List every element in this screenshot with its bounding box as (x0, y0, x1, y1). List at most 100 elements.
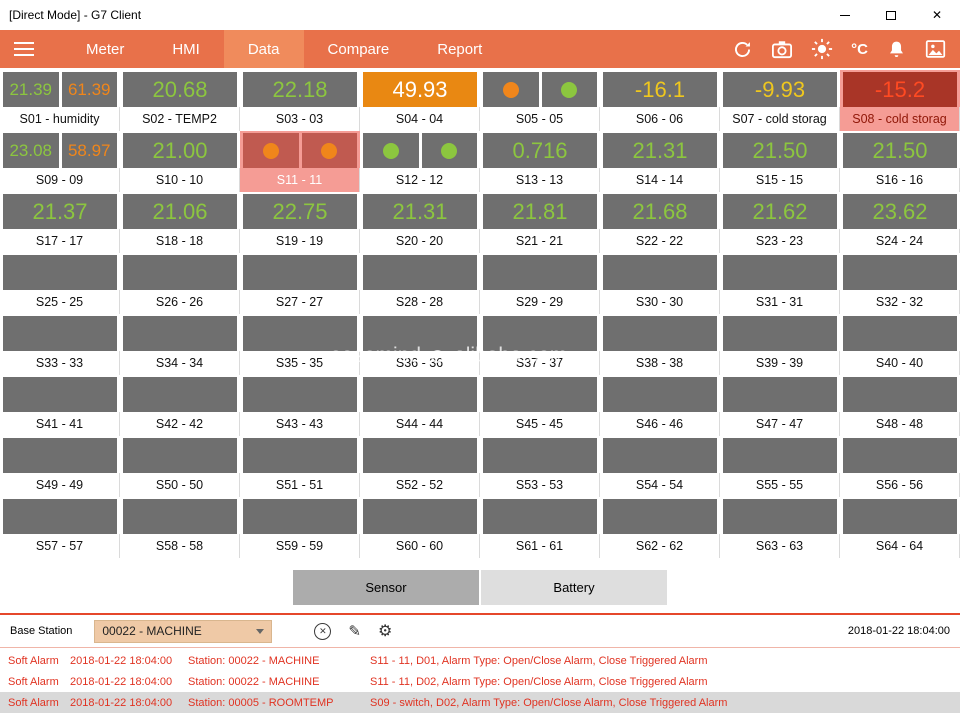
sensor-tile-s60[interactable]: S60 - 60 (360, 497, 480, 558)
sensor-tile-s49[interactable]: S49 - 49 (0, 436, 120, 497)
value-box-row (240, 497, 360, 534)
settings-button[interactable]: ⚙ (378, 621, 392, 641)
sensor-tile-s47[interactable]: S47 - 47 (720, 375, 840, 436)
sensor-tile-s39[interactable]: S39 - 39 (720, 314, 840, 375)
celsius-label[interactable]: °C (851, 40, 868, 58)
sensor-tile-s02[interactable]: 20.68 S02 - TEMP2 (120, 70, 240, 131)
alarm-row[interactable]: Soft Alarm 2018-01-22 18:04:00 Station: 00… (0, 671, 960, 692)
sensor-label: S06 - 06 (600, 107, 720, 131)
sensor-tile-s14[interactable]: 21.31 S14 - 14 (600, 131, 720, 192)
sensor-tile-s13[interactable]: 0.716 S13 - 13 (480, 131, 600, 192)
sensor-tile-s15[interactable]: 21.50 S15 - 15 (720, 131, 840, 192)
sensor-tile-s19[interactable]: 22.75 S19 - 19 (240, 192, 360, 253)
sensor-tile-s51[interactable]: S51 - 51 (240, 436, 360, 497)
maximize-button[interactable] (868, 0, 914, 30)
sensor-tile-s44[interactable]: S44 - 44 (360, 375, 480, 436)
sensor-tile-s61[interactable]: S61 - 61 (480, 497, 600, 558)
menu-button[interactable] (0, 30, 48, 68)
sensor-value: 0.716 (512, 137, 568, 163)
sensor-tile-s23[interactable]: 21.62 S23 - 23 (720, 192, 840, 253)
sensor-tile-s06[interactable]: -16.1 S06 - 06 (600, 70, 720, 131)
sensor-tile-s25[interactable]: S25 - 25 (0, 253, 120, 314)
sensor-tile-s30[interactable]: S30 - 30 (600, 253, 720, 314)
sensor-tile-s20[interactable]: 21.31 S20 - 20 (360, 192, 480, 253)
sensor-tile-s35[interactable]: S35 - 35 (240, 314, 360, 375)
sensor-tile-s52[interactable]: S52 - 52 (360, 436, 480, 497)
sensor-label: S15 - 15 (720, 168, 840, 192)
clear-alarm-button[interactable]: ✕ (314, 622, 332, 640)
sensor-tile-s41[interactable]: S41 - 41 (0, 375, 120, 436)
sensor-tile-s48[interactable]: S48 - 48 (840, 375, 960, 436)
sensor-tile-s24[interactable]: 23.62 S24 - 24 (840, 192, 960, 253)
sensor-tile-s63[interactable]: S63 - 63 (720, 497, 840, 558)
sensor-tile-s26[interactable]: S26 - 26 (120, 253, 240, 314)
sensor-tile-s11[interactable]: S11 - 11 (240, 131, 360, 192)
close-button[interactable]: ✕ (914, 0, 960, 30)
value-box: 21.68 (603, 194, 717, 229)
sensor-tile-s40[interactable]: S40 - 40 (840, 314, 960, 375)
sensor-tile-s37[interactable]: S37 - 37 (480, 314, 600, 375)
sensor-tile-s04[interactable]: 49.93 S04 - 04 (360, 70, 480, 131)
edit-button[interactable]: ✎ (348, 622, 361, 640)
sensor-tile-s46[interactable]: S46 - 46 (600, 375, 720, 436)
sensor-tile-s53[interactable]: S53 - 53 (480, 436, 600, 497)
sensor-tile-s32[interactable]: S32 - 32 (840, 253, 960, 314)
sensor-tile-s56[interactable]: S56 - 56 (840, 436, 960, 497)
sensor-tile-s21[interactable]: 21.81 S21 - 21 (480, 192, 600, 253)
sensor-tile-s43[interactable]: S43 - 43 (240, 375, 360, 436)
sensor-tile-s55[interactable]: S55 - 55 (720, 436, 840, 497)
sensor-tile-s07[interactable]: -9.93 S07 - cold storag (720, 70, 840, 131)
alarm-row[interactable]: Soft Alarm 2018-01-22 18:04:00 Station: 00… (0, 650, 960, 671)
sensor-tile-s08[interactable]: -15.2 S08 - cold storag (840, 70, 960, 131)
value-box-row (120, 314, 240, 351)
sensor-tile-s64[interactable]: S64 - 64 (840, 497, 960, 558)
sensor-tile-s54[interactable]: S54 - 54 (600, 436, 720, 497)
sensor-tile-s10[interactable]: 21.00 S10 - 10 (120, 131, 240, 192)
sensor-tile-s62[interactable]: S62 - 62 (600, 497, 720, 558)
base-station-dropdown[interactable]: 00022 - MACHINE (94, 619, 273, 643)
tab-hmi[interactable]: HMI (172, 40, 200, 58)
sensor-tile-s09[interactable]: 23.08 58.97 S09 - 09 (0, 131, 120, 192)
sensor-tile-s58[interactable]: S58 - 58 (120, 497, 240, 558)
sync-icon[interactable] (732, 39, 753, 60)
sensor-tile-s27[interactable]: S27 - 27 (240, 253, 360, 314)
sensor-tile-s03[interactable]: 22.18 S03 - 03 (240, 70, 360, 131)
brightness-icon[interactable] (811, 38, 833, 60)
sensor-tile-s12[interactable]: S12 - 12 (360, 131, 480, 192)
sensor-tile-s18[interactable]: 21.06 S18 - 18 (120, 192, 240, 253)
sensor-tile-s33[interactable]: S33 - 33 (0, 314, 120, 375)
sensor-tile-s34[interactable]: S34 - 34 (120, 314, 240, 375)
alarm-station: Station: 00022 - MACHINE (188, 675, 320, 688)
tab-report[interactable]: Report (437, 40, 483, 58)
sensor-tile-s01[interactable]: 21.39 61.39 S01 - humidity (0, 70, 120, 131)
sensor-label: S35 - 35 (240, 351, 360, 375)
tab-compare[interactable]: Compare (327, 40, 390, 58)
value-box: 20.68 (123, 72, 237, 107)
sensor-tile-s22[interactable]: 21.68 S22 - 22 (600, 192, 720, 253)
tab-meter[interactable]: Meter (86, 40, 125, 58)
minimize-button[interactable] (822, 0, 868, 30)
sensor-tile-s42[interactable]: S42 - 42 (120, 375, 240, 436)
sensor-tile-s16[interactable]: 21.50 S16 - 16 (840, 131, 960, 192)
sensor-tile-s31[interactable]: S31 - 31 (720, 253, 840, 314)
snapshot-icon[interactable] (925, 39, 946, 59)
alarm-row[interactable]: Soft Alarm 2018-01-22 18:04:00 Station: 00… (0, 692, 960, 713)
sensor-tile-s05[interactable]: S05 - 05 (480, 70, 600, 131)
sensor-tab-button[interactable]: Sensor (293, 570, 479, 605)
sensor-tile-s28[interactable]: S28 - 28 (360, 253, 480, 314)
sensor-tile-s57[interactable]: S57 - 57 (0, 497, 120, 558)
alarm-type: Soft Alarm (8, 675, 59, 688)
sensor-tile-s50[interactable]: S50 - 50 (120, 436, 240, 497)
alarm-bell-icon[interactable] (886, 39, 907, 60)
sensor-tile-s17[interactable]: 21.37 S17 - 17 (0, 192, 120, 253)
sensor-tile-s59[interactable]: S59 - 59 (240, 497, 360, 558)
sensor-tile-s36[interactable]: S36 - 36 (360, 314, 480, 375)
sensor-tile-s29[interactable]: S29 - 29 (480, 253, 600, 314)
tab-data[interactable]: Data (223, 30, 304, 68)
battery-tab-button[interactable]: Battery (481, 570, 667, 605)
value-box-row (840, 314, 960, 351)
sensor-tile-s38[interactable]: S38 - 38 (600, 314, 720, 375)
sensor-tile-s45[interactable]: S45 - 45 (480, 375, 600, 436)
value-box-row (240, 436, 360, 473)
camera-icon[interactable] (771, 39, 793, 59)
